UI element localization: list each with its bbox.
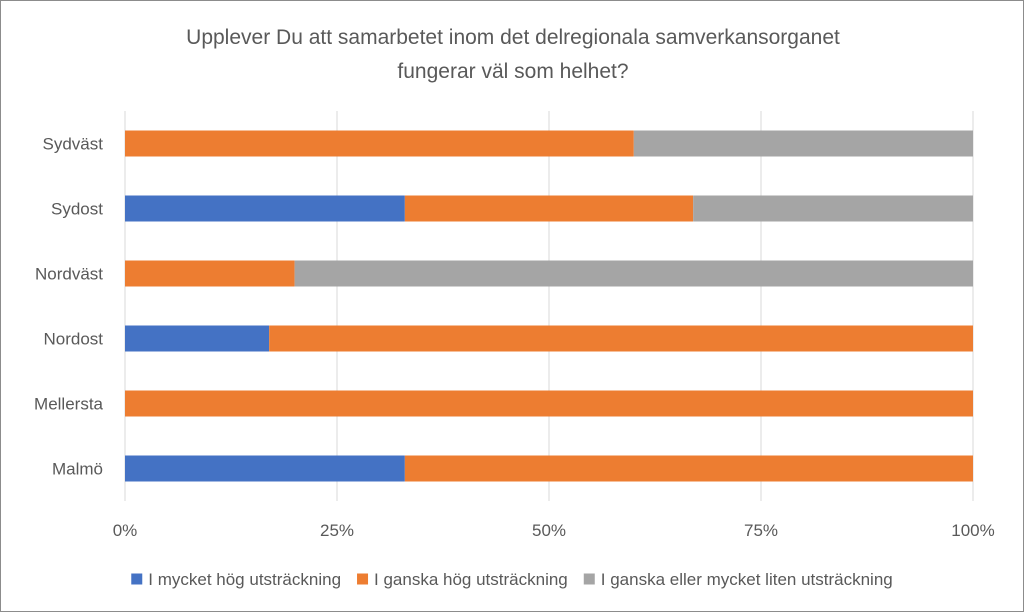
category-label: Sydväst bbox=[43, 135, 104, 154]
chart-title-line-2: fungerar väl som helhet? bbox=[397, 60, 628, 83]
legend-item: I mycket hög utsträckning bbox=[131, 570, 341, 589]
bar-segment bbox=[125, 130, 634, 157]
bar-segment bbox=[125, 325, 270, 352]
legend-label: I ganska hög utsträckning bbox=[374, 570, 568, 589]
bar-segment bbox=[125, 260, 295, 287]
gridlines bbox=[124, 111, 974, 501]
x-tick-label: 25% bbox=[320, 521, 354, 540]
bar-segment bbox=[633, 130, 973, 157]
bars bbox=[125, 130, 974, 482]
bar-segment bbox=[125, 195, 405, 222]
bar-segment bbox=[125, 455, 405, 482]
category-label: Nordost bbox=[43, 330, 103, 349]
x-tick-label: 0% bbox=[113, 521, 138, 540]
legend-label: I mycket hög utsträckning bbox=[148, 570, 341, 589]
legend-swatch bbox=[583, 573, 595, 585]
x-tick-label: 100% bbox=[951, 521, 994, 540]
category-label: Mellersta bbox=[34, 395, 104, 414]
x-tick-label: 50% bbox=[532, 521, 566, 540]
legend-swatch bbox=[131, 573, 143, 585]
bar-segment bbox=[125, 390, 973, 417]
legend-label: I ganska eller mycket liten utsträckning bbox=[601, 570, 893, 589]
legend-item: I ganska hög utsträckning bbox=[357, 570, 568, 589]
bar-segment bbox=[404, 455, 974, 482]
bar-segment bbox=[269, 325, 973, 352]
bar-segment bbox=[693, 195, 973, 222]
bar-segment bbox=[294, 260, 974, 287]
category-label: Nordväst bbox=[35, 265, 103, 284]
legend: I mycket hög utsträckning I ganska hög ut… bbox=[131, 570, 893, 589]
category-label: Sydost bbox=[51, 200, 103, 219]
chart-title: Upplever Du att samarbetet inom det delr… bbox=[186, 26, 840, 83]
legend-swatch bbox=[357, 573, 369, 585]
bar-segment bbox=[404, 195, 694, 222]
y-axis-labels: Sydväst Sydost Nordväst Nordost Mellersta Mal… bbox=[34, 135, 104, 479]
chart-title-line-1: Upplever Du att samarbetet inom det delr… bbox=[186, 26, 840, 49]
category-label: Malmö bbox=[52, 460, 103, 479]
legend-item: I ganska eller mycket liten utsträckning bbox=[583, 570, 893, 589]
x-tick-label: 75% bbox=[744, 521, 778, 540]
x-axis-labels: 0% 25% 50% 75% 100% bbox=[113, 521, 995, 540]
